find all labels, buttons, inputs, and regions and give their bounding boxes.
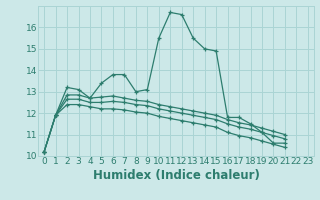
X-axis label: Humidex (Indice chaleur): Humidex (Indice chaleur) (92, 169, 260, 182)
